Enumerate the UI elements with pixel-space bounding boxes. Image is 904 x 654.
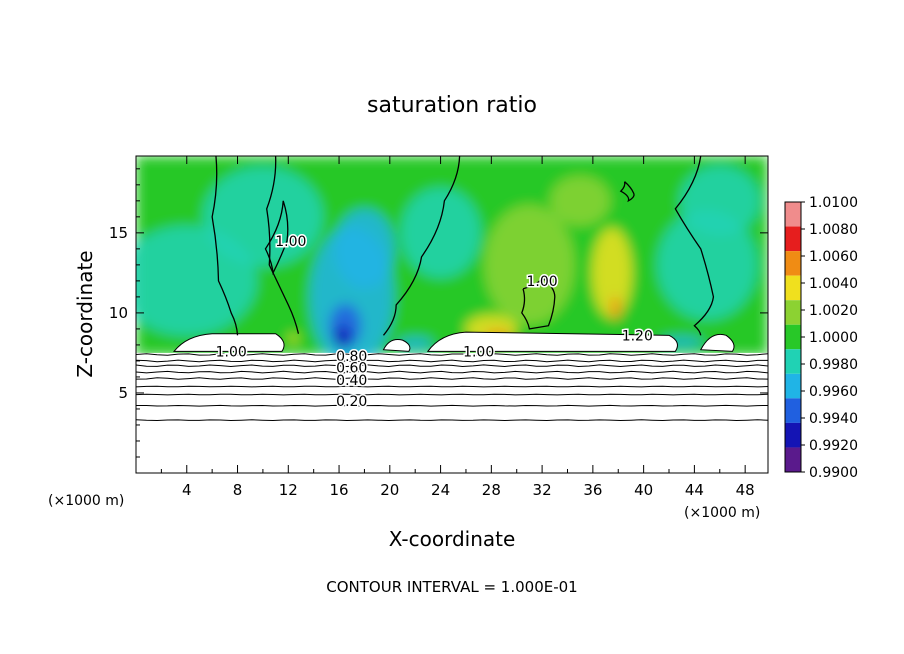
contour-line-5 bbox=[674, 156, 715, 336]
field-blob-5 bbox=[334, 208, 395, 289]
field-blob-4 bbox=[333, 325, 352, 348]
field-blob-15 bbox=[679, 165, 760, 236]
colorbar-swatch-2 bbox=[785, 251, 801, 276]
colorbar-swatch-3 bbox=[785, 275, 801, 301]
colorbar-label-8: 0.9940 bbox=[809, 411, 858, 427]
stable-contour-7 bbox=[136, 404, 768, 407]
stable-contour-0 bbox=[136, 353, 768, 356]
stable-contour-3 bbox=[136, 370, 768, 374]
x-tick-label-36: 36 bbox=[583, 481, 602, 499]
x-tick-label-16: 16 bbox=[330, 481, 349, 499]
contour-line-1 bbox=[266, 156, 300, 334]
contour-labels: 1.00 1.00 1.20 1.00 1.00 0.800.600.40 0.20 bbox=[214, 232, 654, 411]
colorbar: 1.0100 1.0080 1.0060 1.0040 1.0020 1.0000 0.99… bbox=[784, 195, 858, 481]
colorbar-label-4: 1.0020 bbox=[809, 303, 858, 319]
contour-line-6 bbox=[619, 181, 635, 203]
colorbar-swatch-5 bbox=[785, 324, 801, 350]
contour-lines bbox=[136, 156, 768, 422]
x-tick-label-48: 48 bbox=[736, 481, 755, 499]
contour-label-2: 1.20 bbox=[622, 328, 653, 344]
contour-label-4: 1.00 bbox=[275, 234, 306, 250]
field-blob-17 bbox=[288, 334, 299, 343]
colorbar-label-7: 0.9960 bbox=[809, 384, 858, 400]
chart-title: saturation ratio bbox=[367, 93, 537, 118]
y-tick-label-10: 10 bbox=[109, 304, 128, 322]
colorbar-swatch-7 bbox=[785, 373, 801, 399]
field-blob-9 bbox=[484, 204, 575, 325]
stable-contour-4 bbox=[136, 377, 768, 380]
x-tick-label-44: 44 bbox=[685, 481, 704, 499]
contour-label-6: 0.60 bbox=[336, 360, 367, 376]
stable-contour-5 bbox=[136, 385, 768, 388]
x-tick-label-28: 28 bbox=[482, 481, 501, 499]
x-tick-label-20: 20 bbox=[380, 481, 399, 499]
unsaturated-pocket-0 bbox=[173, 333, 285, 352]
colorbar-swatch-8 bbox=[785, 398, 801, 423]
plot-frame bbox=[135, 155, 769, 474]
field-blob-1 bbox=[202, 166, 323, 267]
colorbar-label-5: 1.0000 bbox=[809, 330, 858, 346]
field-blob-12 bbox=[657, 209, 758, 320]
field-blob-11 bbox=[610, 296, 621, 321]
contour-line-0 bbox=[211, 156, 239, 336]
x-tick-label-8: 8 bbox=[233, 481, 243, 499]
x-tick-label-12: 12 bbox=[279, 481, 298, 499]
x-tick-label-4: 4 bbox=[182, 481, 192, 499]
colorbar-swatch-10 bbox=[785, 447, 801, 472]
stable-contour-1 bbox=[136, 359, 768, 363]
colorbar-label-9: 0.9920 bbox=[809, 438, 858, 454]
colorbar-label-2: 1.0060 bbox=[809, 249, 858, 265]
contour-label-0: 1.00 bbox=[216, 344, 247, 360]
y-tick-label-5: 5 bbox=[118, 384, 128, 402]
colorbar-label-6: 0.9980 bbox=[809, 357, 858, 373]
contour-label-7: 0.40 bbox=[336, 373, 367, 389]
stable-contour-6 bbox=[136, 393, 768, 396]
contour-line-4 bbox=[521, 276, 556, 330]
contour-line-2 bbox=[264, 200, 289, 276]
x-unit-left: (×1000 m) bbox=[48, 493, 124, 509]
contour-line-3 bbox=[382, 156, 461, 336]
field-blob-10 bbox=[591, 227, 632, 318]
unsaturated-pocket-2 bbox=[382, 339, 411, 352]
y-axis-label: Z-coordinate bbox=[73, 250, 97, 377]
contour-label-5: 0.80 bbox=[336, 349, 367, 365]
y-tick-label-15: 15 bbox=[109, 224, 128, 242]
field-blob-6 bbox=[400, 187, 481, 278]
contour-label-3: 1.00 bbox=[527, 274, 558, 290]
unsaturated-pocket-1 bbox=[426, 331, 678, 352]
x-tick-label-24: 24 bbox=[431, 481, 450, 499]
stable-contour-2 bbox=[136, 364, 768, 368]
x-axis-label: X-coordinate bbox=[389, 527, 516, 551]
x-tick-label-32: 32 bbox=[533, 481, 552, 499]
unsaturated-pocket-3 bbox=[699, 333, 735, 352]
contour-label-1: 1.00 bbox=[463, 344, 494, 360]
contour-label-8: 0.20 bbox=[336, 394, 367, 410]
colorbar-swatch-4 bbox=[785, 300, 801, 325]
stable-contour-8 bbox=[136, 419, 768, 422]
colorbar-swatch-6 bbox=[785, 349, 801, 374]
contour-interval-note: CONTOUR INTERVAL = 1.000E-01 bbox=[326, 578, 577, 596]
x-tick-label-40: 40 bbox=[634, 481, 653, 499]
field-blob-16 bbox=[550, 175, 611, 226]
colorbar-swatch-1 bbox=[785, 226, 801, 252]
colorbar-swatch-0 bbox=[785, 202, 801, 227]
plot-area bbox=[136, 156, 768, 473]
colorbar-label-10: 0.9900 bbox=[809, 465, 858, 481]
colorbar-label-0: 1.0100 bbox=[809, 195, 858, 211]
x-unit-right: (×1000 m) bbox=[684, 505, 760, 521]
colorbar-label-1: 1.0080 bbox=[809, 222, 858, 238]
field-color-layer bbox=[136, 156, 768, 367]
colorbar-label-3: 1.0040 bbox=[809, 276, 858, 292]
colorbar-swatch-9 bbox=[785, 422, 801, 448]
